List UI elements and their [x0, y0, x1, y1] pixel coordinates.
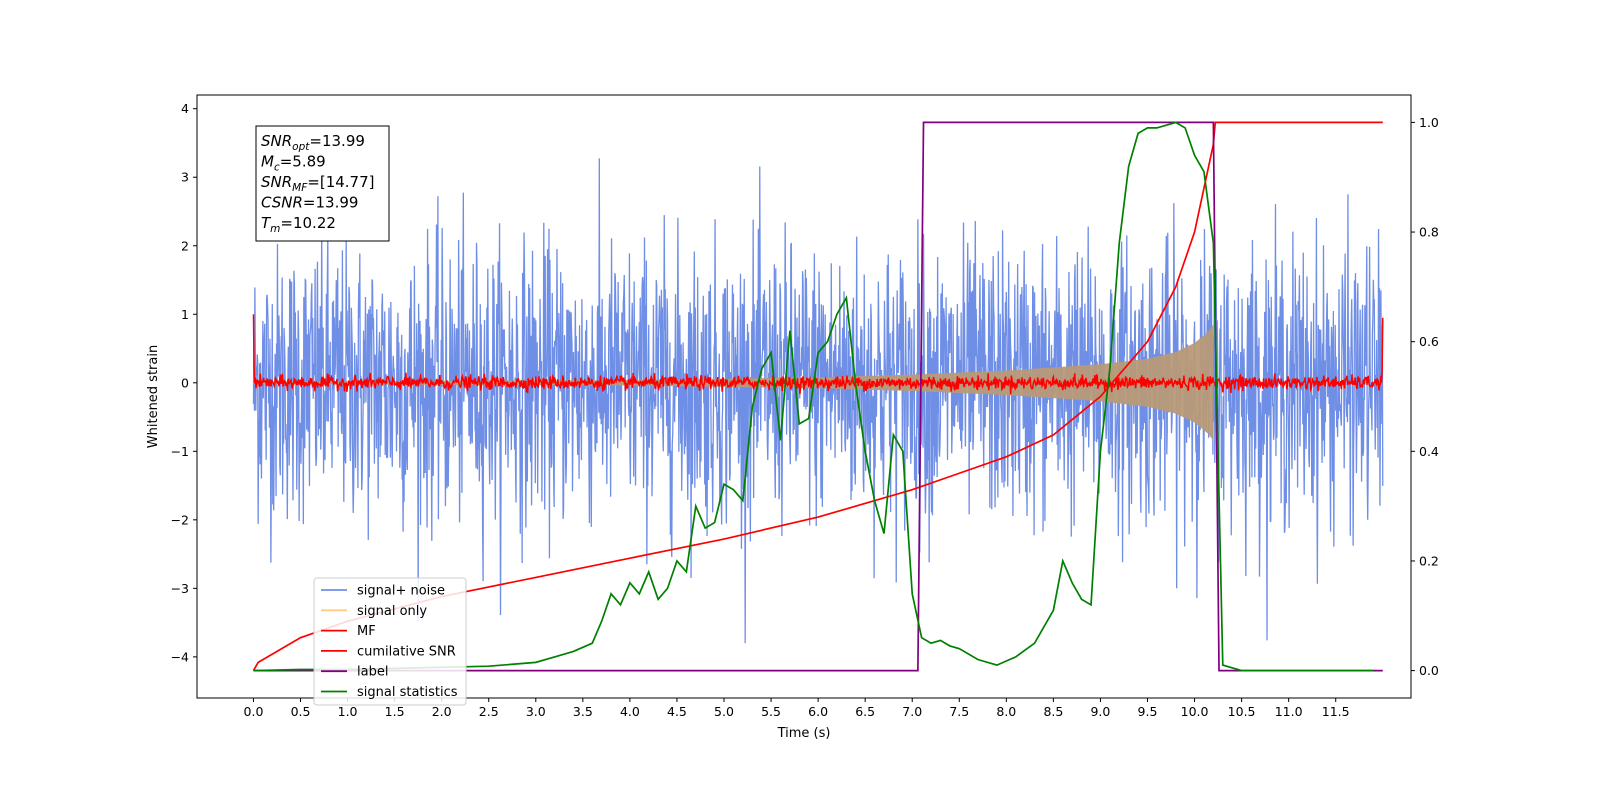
x-tick-label: 6.0: [808, 704, 828, 719]
y-tick-label: −4: [171, 649, 189, 664]
y-tick-label: 1: [181, 307, 189, 322]
y2-tick-label: 0.2: [1419, 553, 1439, 568]
x-tick-label: 4.5: [667, 704, 687, 719]
annotation-subscript: m: [270, 223, 280, 235]
x-tick-label: 0.5: [291, 704, 311, 719]
y2-tick-label: 0.8: [1419, 225, 1439, 240]
annotation-symbol: SNR: [261, 173, 292, 191]
y-tick-label: 4: [181, 101, 189, 116]
x-tick-label: 3.0: [526, 704, 546, 719]
annotation-box: SNRopt=13.99Mc=5.89SNRMF=[14.77]CSNR=13.…: [255, 125, 390, 242]
x-tick-label: 9.5: [1138, 704, 1158, 719]
annotation-line: SNRMF=[14.77]: [261, 173, 375, 194]
legend-frame: [313, 577, 467, 706]
y-tick-label: 2: [181, 238, 189, 253]
y-tick-label: 0: [181, 375, 189, 390]
axes-frame: [196, 94, 1412, 699]
x-tick-label: 7.5: [949, 704, 969, 719]
x-tick-label: 3.5: [573, 704, 593, 719]
x-tick-label: 0.0: [244, 704, 264, 719]
x-tick-label: 8.5: [1043, 704, 1063, 719]
y2-tick-label: 1.0: [1419, 115, 1439, 130]
x-tick-label: 7.0: [902, 704, 922, 719]
legend-label: cumilative SNR: [357, 644, 456, 659]
annotation-symbol: T: [261, 214, 272, 232]
legend: signal+ noise signal only MF cumilative SNR…: [313, 577, 467, 706]
legend-label: signal statistics: [357, 685, 458, 700]
x-tick-label: 10.0: [1181, 704, 1209, 719]
x-tick-label: 5.0: [714, 704, 734, 719]
mf-line: [252, 314, 1384, 395]
annotation-box-frame: [255, 125, 390, 242]
legend-label: label: [357, 665, 388, 680]
signal-statistics-line: [253, 121, 1374, 672]
annotation-value: =13.99: [309, 132, 365, 150]
y2-tick-label: 0.6: [1419, 334, 1439, 349]
annotation-value: =[14.77]: [307, 173, 374, 191]
annotation-subscript: MF: [292, 182, 308, 194]
y-tick-label: −1: [171, 444, 189, 459]
annotation-value: =5.89: [280, 153, 326, 171]
y2-tick-label: 0.4: [1419, 444, 1439, 459]
y-tick-label: 3: [181, 170, 189, 185]
annotation-line: Tm=10.22: [261, 214, 336, 235]
x-axis-label: Time (s): [777, 726, 831, 741]
x-tick-label: 11.5: [1322, 704, 1350, 719]
x-tick-label: 9.0: [1090, 704, 1110, 719]
annotation-line: SNRopt=13.99: [261, 132, 365, 153]
annotation-subscript: opt: [292, 141, 310, 153]
x-tick-label: 1.0: [338, 704, 358, 719]
x-tick-label: 2.5: [479, 704, 499, 719]
signal-noise-line: [252, 158, 1384, 644]
annotation-value: =13.99: [303, 194, 359, 212]
y2-tick-label: 0.0: [1419, 663, 1439, 678]
x-tick-label: 8.0: [996, 704, 1016, 719]
x-tick-label: 4.0: [620, 704, 640, 719]
legend-label: signal+ noise: [357, 584, 445, 599]
annotation-line: CSNR=13.99: [261, 194, 358, 212]
x-tick-label: 11.0: [1275, 704, 1303, 719]
y-tick-label: −3: [171, 581, 189, 596]
legend-label: MF: [357, 624, 376, 639]
y-tick-label: −2: [171, 512, 189, 527]
y-axis-label: Whitened strain: [146, 345, 161, 448]
legend-label: signal only: [357, 604, 427, 619]
annotation-value: =10.22: [280, 214, 336, 232]
x-tick-label: 1.5: [385, 704, 405, 719]
annotation-subscript: c: [274, 162, 280, 174]
annotation-symbol: CSNR: [261, 194, 303, 212]
x-tick-label: 2.0: [432, 704, 452, 719]
annotation-symbol: SNR: [261, 132, 292, 150]
annotation-line: Mc=5.89: [261, 153, 326, 174]
annotation-symbol: M: [261, 153, 274, 171]
ticks: 0.0 0.5 1.0 1.5 2.0 2.5 3.0 3.5 4.0 4.5 5.0 5.5 6.0 6…: [171, 101, 1439, 719]
x-tick-label: 10.5: [1228, 704, 1256, 719]
x-tick-label: 6.5: [855, 704, 875, 719]
x-tick-label: 5.5: [761, 704, 781, 719]
